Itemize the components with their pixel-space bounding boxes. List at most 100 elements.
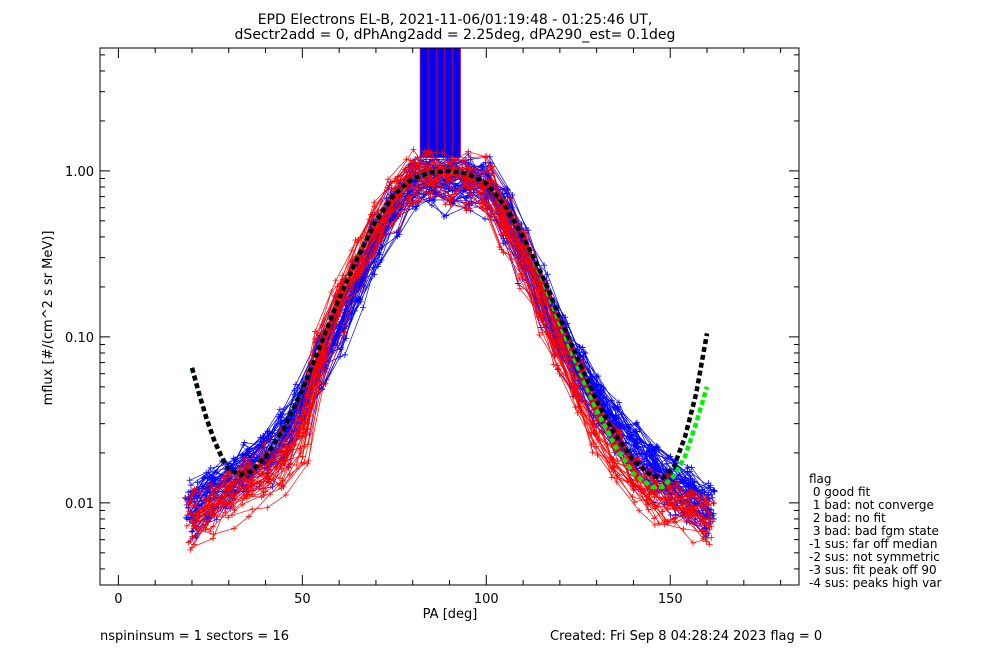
data-point xyxy=(413,203,420,210)
data-point xyxy=(222,493,229,500)
chart-title: EPD Electrons EL-B, 2021-11-06/01:19:48 … xyxy=(258,12,653,28)
data-point xyxy=(245,478,252,485)
data-point xyxy=(590,439,597,446)
data-point xyxy=(427,188,434,195)
data-point xyxy=(276,475,283,482)
data-point xyxy=(292,381,299,388)
data-point xyxy=(447,201,454,208)
data-point xyxy=(193,524,200,531)
annotation-bar xyxy=(420,48,461,158)
y-tick-label: 1.00 xyxy=(65,165,94,180)
data-point xyxy=(687,468,694,475)
legend-entry: -1 sus: far off median xyxy=(809,537,937,551)
data-point xyxy=(259,433,266,440)
legend-entry: 1 bad: not converge xyxy=(809,498,934,512)
data-point xyxy=(655,446,662,453)
data-point xyxy=(642,473,649,480)
data-point xyxy=(257,434,264,441)
data-point xyxy=(710,515,717,522)
data-point xyxy=(278,414,285,421)
data-point xyxy=(206,515,213,522)
data-point xyxy=(703,530,710,537)
legend-entry: 3 bad: bad fgm state xyxy=(809,524,939,538)
data-point xyxy=(600,395,607,402)
data-point xyxy=(672,519,679,526)
data-point xyxy=(375,263,382,270)
data-point xyxy=(708,512,715,519)
data-point xyxy=(245,513,252,520)
data-point xyxy=(200,475,207,482)
data-point xyxy=(633,433,640,440)
data-point xyxy=(338,344,345,351)
data-point xyxy=(702,534,709,541)
data-point xyxy=(183,522,190,529)
data-point xyxy=(481,215,488,222)
flag-legend: flag 0 good fit 1 bad: not converge 2 ba… xyxy=(809,472,942,590)
data-point xyxy=(321,355,328,362)
data-point xyxy=(651,522,658,529)
data-point xyxy=(650,447,657,454)
data-point xyxy=(579,344,586,351)
data-point xyxy=(394,178,401,185)
data-point xyxy=(463,157,470,164)
legend-entry: -3 sus: fit peak off 90 xyxy=(809,563,937,577)
data-point xyxy=(402,166,409,173)
data-point xyxy=(428,202,435,209)
data-point xyxy=(298,459,305,466)
data-point xyxy=(641,457,648,464)
data-point xyxy=(466,163,473,170)
data-point xyxy=(231,525,238,532)
data-point xyxy=(312,328,319,335)
data-point xyxy=(705,494,712,501)
data-point xyxy=(282,491,289,498)
data-point xyxy=(615,399,622,406)
data-point xyxy=(186,477,193,484)
data-point xyxy=(636,507,643,514)
data-point xyxy=(555,362,562,369)
data-point xyxy=(708,491,715,498)
data-point xyxy=(348,247,355,254)
data-point xyxy=(371,199,378,206)
data-point xyxy=(647,460,654,467)
data-point xyxy=(439,150,446,157)
data-point xyxy=(539,329,546,336)
data-point xyxy=(388,186,395,193)
data-point xyxy=(444,196,451,203)
data-point xyxy=(709,518,716,525)
data-point xyxy=(249,506,256,513)
data-point xyxy=(404,190,411,197)
legend-entry: 0 good fit xyxy=(809,485,871,499)
data-point xyxy=(410,146,417,153)
data-point xyxy=(685,483,692,490)
data-point xyxy=(468,180,475,187)
data-point xyxy=(467,154,474,161)
x-tick-label: 150 xyxy=(658,592,683,607)
data-point xyxy=(463,199,470,206)
data-point xyxy=(645,506,652,513)
data-point xyxy=(706,526,713,533)
data-point xyxy=(230,455,237,462)
legend-entry: -4 sus: peaks high var xyxy=(809,576,942,590)
data-point xyxy=(322,369,329,376)
data-point xyxy=(340,322,347,329)
data-point xyxy=(385,176,392,183)
data-point xyxy=(647,466,654,473)
data-point xyxy=(207,528,214,535)
data-point xyxy=(332,277,339,284)
data-point xyxy=(482,153,489,160)
data-point xyxy=(632,420,639,427)
data-point xyxy=(226,479,233,486)
x-tick-label: 100 xyxy=(474,592,499,607)
data-point xyxy=(239,452,246,459)
data-point xyxy=(429,198,436,205)
data-point xyxy=(707,482,714,489)
data-point xyxy=(210,531,217,538)
data-point xyxy=(412,184,419,191)
data-point xyxy=(191,485,198,492)
data-point xyxy=(412,159,419,166)
data-point xyxy=(407,157,414,164)
data-point xyxy=(518,271,525,278)
plot-area xyxy=(181,48,718,553)
data-point xyxy=(541,262,548,269)
data-point xyxy=(276,406,283,413)
